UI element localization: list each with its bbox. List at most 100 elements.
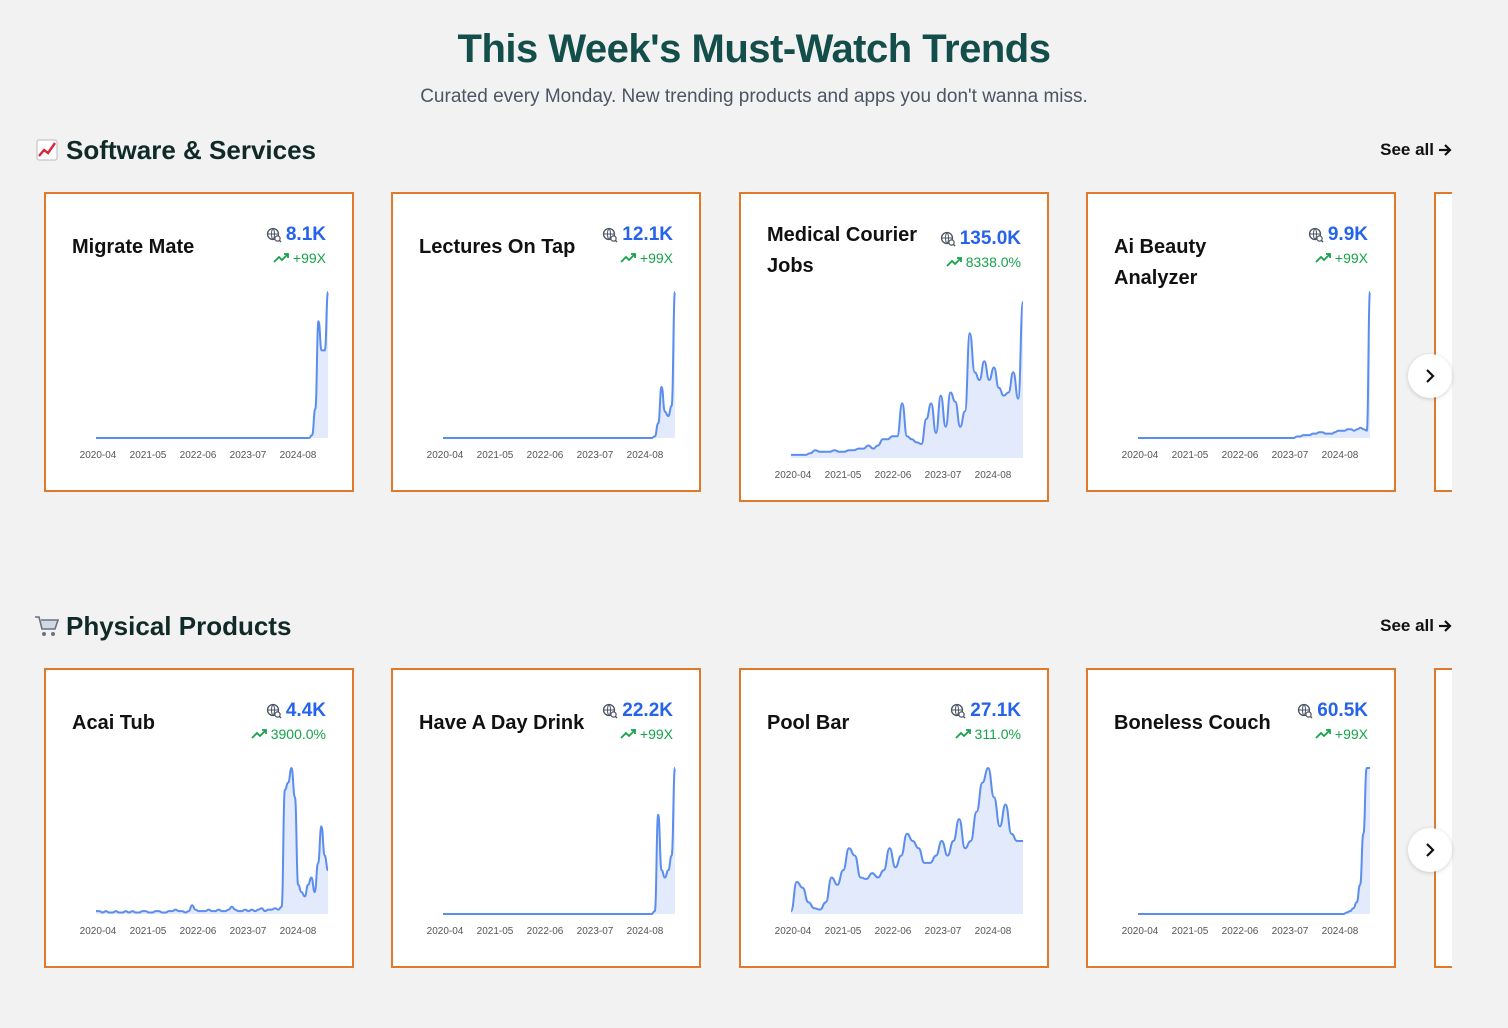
trend-line: [791, 301, 1024, 456]
section-title: Physical Products: [34, 611, 291, 642]
trend-card[interactable]: Migrate Mate 8.1K +99X 2020-04 2021-05 2022-0…: [44, 192, 354, 492]
trend-metrics: 27.1K 311.0%: [950, 700, 1021, 742]
growth-value: +99X: [639, 250, 673, 266]
growth-value: +99X: [1334, 250, 1368, 266]
growth-value: 311.0%: [974, 726, 1021, 742]
x-tick-label: 2021-05: [1172, 450, 1209, 461]
trend-metrics: 9.9K +99X: [1308, 224, 1368, 266]
trend-metrics: 12.1K +99X: [602, 224, 673, 266]
trend-line: [442, 767, 676, 915]
trend-card-peek[interactable]: [1434, 192, 1452, 492]
growth-rate: 8338.0%: [940, 254, 1021, 270]
x-tick-label: 2021-05: [825, 470, 862, 481]
carousel-next-button[interactable]: [1408, 354, 1452, 398]
globe-search-icon: [940, 231, 956, 247]
search-volume: 135.0K: [940, 228, 1021, 250]
x-tick-label: 2024-08: [280, 450, 317, 461]
growth-rate: +99X: [602, 250, 673, 266]
card-carousel: Acai Tub 4.4K 3900.0% 2020-04 2021-05 2022-06…: [44, 668, 1452, 1008]
trend-card[interactable]: Boneless Couch 60.5K +99X 2020-04 2021-05 202…: [1086, 668, 1396, 968]
trend-chart: 2020-04 2021-05 2022-06 2023-07 2024-08: [80, 766, 329, 937]
trend-name: Ai Beauty Analyzer: [1114, 236, 1207, 289]
trend-chart: 2020-04 2021-05 2022-06 2023-07 2024-08: [80, 291, 329, 461]
see-all-link[interactable]: See all: [1380, 616, 1452, 636]
x-tick-label: 2023-07: [577, 926, 614, 937]
chart-container: 2020-04 2021-05 2022-06 2023-07 2024-08: [1112, 760, 1372, 955]
trend-card[interactable]: Ai Beauty Analyzer 9.9K +99X 2020-04 2021-05…: [1086, 192, 1396, 492]
trend-card[interactable]: Lectures On Tap 12.1K +99X 2020-04 2021-05 20…: [391, 192, 701, 492]
search-volume: 8.1K: [266, 224, 326, 246]
x-tick-label: 2020-04: [775, 470, 812, 481]
trend-metrics: 135.0K 8338.0%: [940, 228, 1021, 270]
x-tick-label: 2021-05: [130, 926, 167, 937]
x-tick-label: 2022-06: [180, 926, 217, 937]
chart-container: 2020-04 2021-05 2022-06 2023-07 2024-08: [765, 760, 1025, 955]
trend-metrics: 4.4K 3900.0%: [251, 700, 326, 742]
page-title: This Week's Must-Watch Trends: [457, 27, 1051, 71]
trend-line: [442, 291, 676, 439]
trend-area: [1138, 292, 1370, 438]
globe-search-icon: [602, 227, 618, 243]
x-tick-label: 2021-05: [1172, 926, 1209, 937]
x-tick-label: 2020-04: [80, 450, 117, 461]
trend-card[interactable]: Pool Bar 27.1K 311.0% 2020-04 2021-05 2022-06…: [739, 668, 1049, 968]
trend-name: Acai Tub: [72, 712, 155, 734]
trend-card[interactable]: Have A Day Drink 22.2K +99X 2020-04 2021-05 2…: [391, 668, 701, 968]
trend-area: [96, 292, 328, 438]
search-volume-value: 4.4K: [285, 700, 326, 721]
section-title: Software & Services: [34, 135, 316, 166]
x-tick-label: 2024-08: [627, 926, 664, 937]
x-tick-label: 2022-06: [1222, 450, 1259, 461]
x-tick-label: 2021-05: [477, 926, 514, 937]
chart-container: 2020-04 2021-05 2022-06 2023-07 2024-08: [70, 284, 330, 479]
section-software: Software & Services See all Migrate Mate 8.…: [0, 132, 1508, 552]
trending-up-icon: [273, 252, 289, 264]
globe-search-icon: [950, 703, 966, 719]
section-title-text: Physical Products: [66, 610, 292, 641]
chart-container: 2020-04 2021-05 2022-06 2023-07 2024-08: [417, 284, 677, 479]
x-tick-label: 2020-04: [775, 926, 812, 937]
growth-value: 3900.0%: [270, 726, 326, 742]
search-volume: 60.5K: [1297, 700, 1368, 722]
trend-area: [1138, 768, 1370, 914]
chart-container: 2020-04 2021-05 2022-06 2023-07 2024-08: [417, 760, 677, 955]
growth-value: 8338.0%: [965, 254, 1021, 270]
x-tick-label: 2023-07: [230, 926, 267, 937]
chart-container: 2020-04 2021-05 2022-06 2023-07 2024-08: [70, 760, 330, 955]
x-tick-label: 2022-06: [1222, 926, 1259, 937]
trending-up-icon: [946, 256, 962, 268]
growth-rate: 3900.0%: [251, 726, 326, 742]
x-tick-label: 2020-04: [427, 450, 464, 461]
trend-name: Have A Day Drink: [419, 712, 585, 734]
see-all-label: See all: [1380, 616, 1434, 635]
x-tick-label: 2021-05: [477, 450, 514, 461]
trend-metrics: 60.5K +99X: [1297, 700, 1368, 742]
see-all-link[interactable]: See all: [1380, 140, 1452, 160]
growth-rate: +99X: [1297, 726, 1368, 742]
search-volume-value: 12.1K: [622, 224, 673, 245]
trend-chart: 2020-04 2021-05 2022-06 2023-07 2024-08: [427, 291, 676, 461]
growth-value: +99X: [639, 726, 673, 742]
trend-name: Pool Bar: [767, 712, 850, 734]
x-tick-label: 2023-07: [925, 470, 962, 481]
growth-rate: +99X: [1308, 250, 1368, 266]
trend-card[interactable]: Acai Tub 4.4K 3900.0% 2020-04 2021-05 2022-06…: [44, 668, 354, 968]
globe-search-icon: [1308, 227, 1324, 243]
search-volume-value: 27.1K: [970, 700, 1021, 721]
chart-increasing-icon: [34, 137, 60, 163]
x-tick-label: 2024-08: [975, 926, 1012, 937]
trend-chart: 2020-04 2021-05 2022-06 2023-07 2024-08: [1122, 291, 1371, 461]
x-tick-label: 2023-07: [925, 926, 962, 937]
x-tick-label: 2022-06: [875, 470, 912, 481]
x-tick-label: 2023-07: [230, 450, 267, 461]
carousel-next-button[interactable]: [1408, 828, 1452, 872]
trend-area: [443, 768, 675, 914]
trending-up-icon: [954, 728, 971, 740]
trend-metrics: 22.2K +99X: [602, 700, 673, 742]
trend-line: [95, 766, 329, 914]
x-tick-label: 2021-05: [825, 926, 862, 937]
trend-card-peek[interactable]: [1434, 668, 1452, 968]
trend-chart: 2020-04 2021-05 2022-06 2023-07 2024-08: [427, 767, 676, 937]
hero-header: This Week's Must-Watch Trends Curated ev…: [0, 24, 1508, 108]
trend-card[interactable]: Medical Courier Jobs 135.0K 8338.0% 2020-04…: [739, 192, 1049, 502]
